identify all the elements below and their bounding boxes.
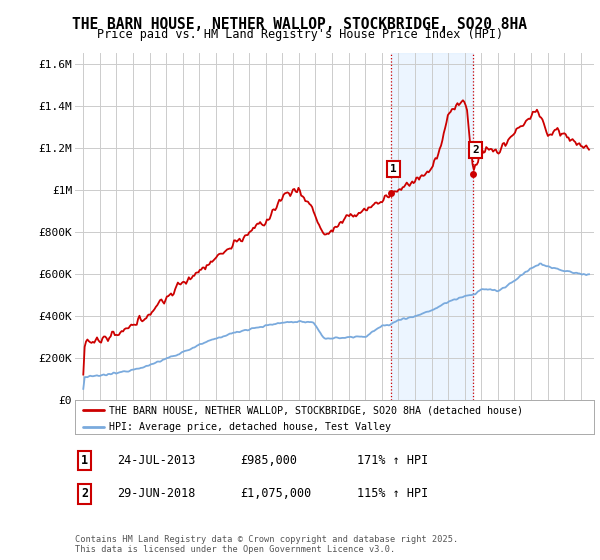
Text: 2: 2 (81, 487, 88, 501)
Text: £985,000: £985,000 (240, 454, 297, 467)
Text: Price paid vs. HM Land Registry's House Price Index (HPI): Price paid vs. HM Land Registry's House … (97, 28, 503, 41)
Text: 24-JUL-2013: 24-JUL-2013 (117, 454, 196, 467)
Text: 171% ↑ HPI: 171% ↑ HPI (357, 454, 428, 467)
Text: £1,075,000: £1,075,000 (240, 487, 311, 501)
Text: 1: 1 (81, 454, 88, 467)
Text: 29-JUN-2018: 29-JUN-2018 (117, 487, 196, 501)
Text: THE BARN HOUSE, NETHER WALLOP, STOCKBRIDGE, SO20 8HA: THE BARN HOUSE, NETHER WALLOP, STOCKBRID… (73, 17, 527, 32)
Text: THE BARN HOUSE, NETHER WALLOP, STOCKBRIDGE, SO20 8HA (detached house): THE BARN HOUSE, NETHER WALLOP, STOCKBRID… (109, 405, 523, 416)
Text: Contains HM Land Registry data © Crown copyright and database right 2025.
This d: Contains HM Land Registry data © Crown c… (75, 535, 458, 554)
Bar (391, 53, 473, 400)
Text: 115% ↑ HPI: 115% ↑ HPI (357, 487, 428, 501)
Text: 1: 1 (390, 164, 397, 174)
Text: HPI: Average price, detached house, Test Valley: HPI: Average price, detached house, Test… (109, 422, 391, 432)
Text: 2: 2 (472, 145, 479, 155)
